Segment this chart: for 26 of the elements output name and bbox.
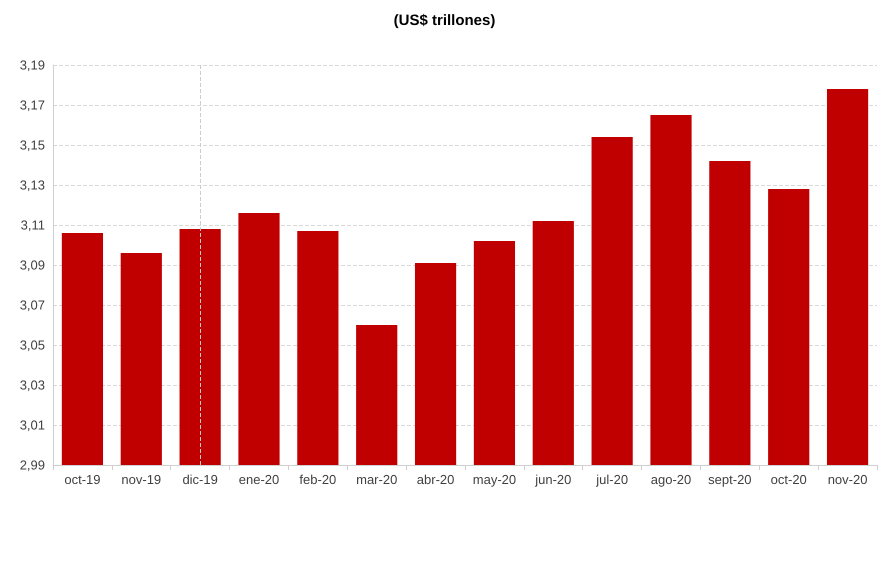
y-tick-label: 3,19 [20,58,45,72]
y-tick-label: 3,05 [20,338,45,352]
y-tick-label: 2,99 [20,458,45,472]
x-tick-label: nov-19 [121,472,162,487]
y-tick-label: 3,09 [20,258,45,272]
x-tick-label: oct-19 [64,472,100,487]
x-tick-label: abr-20 [416,472,454,487]
x-tick-label: oct-20 [770,472,807,487]
y-tick-label: 3,11 [20,218,45,232]
y-tick-label: 3,17 [20,98,45,112]
y-tick-label: 3,01 [20,418,45,432]
x-tick-label: dic-19 [182,472,218,487]
x-tick-label: ene-20 [238,472,280,487]
x-tick-label: mar-20 [356,472,398,487]
x-tick-label: feb-20 [299,472,336,487]
x-tick-label: sept-20 [708,472,752,487]
y-tick-label: 3,03 [20,378,45,392]
x-tick-label: jul-20 [595,472,628,487]
x-tick-label: nov-20 [828,472,868,487]
x-tick-label: jun-20 [534,472,572,487]
y-tick-label: 3,15 [20,138,45,152]
x-tick-label: may-20 [472,472,516,487]
y-tick-label: 3,07 [20,298,45,312]
chart-title: (US$ trillones) [394,12,496,29]
y-tick-label: 3,13 [20,178,45,192]
x-tick-label: ago-20 [650,472,692,487]
